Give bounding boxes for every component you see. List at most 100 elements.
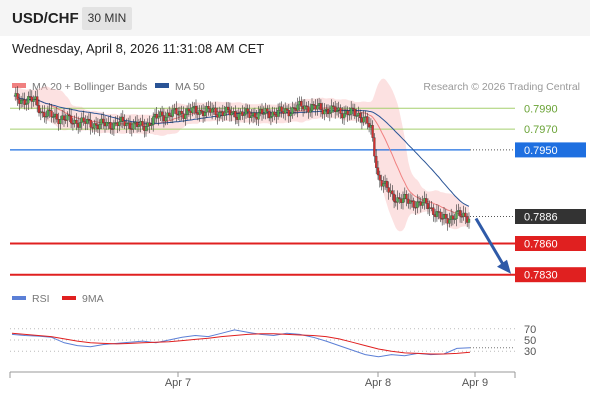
candle-body xyxy=(292,107,296,109)
rsi-ma9-line xyxy=(11,332,471,355)
candle-body xyxy=(421,202,424,206)
candle-body xyxy=(184,114,187,119)
candle-body xyxy=(46,109,50,117)
rsi-tick-label: 30 xyxy=(524,346,536,358)
candle-body xyxy=(180,110,183,114)
candle-body xyxy=(125,123,128,127)
candle-body xyxy=(387,187,390,193)
candle-body xyxy=(52,116,55,118)
ma9-legend-label: 9MA xyxy=(82,293,104,305)
candle-body xyxy=(203,112,207,116)
candle-body xyxy=(382,183,385,187)
candle-body xyxy=(273,111,276,115)
ma20-legend-label: MA 20 + Bollinger Bands xyxy=(32,81,147,93)
candle-body xyxy=(362,117,365,123)
candle-body xyxy=(187,108,191,112)
candle-body xyxy=(246,108,249,112)
candle-body xyxy=(32,99,35,102)
candle-body xyxy=(41,111,44,113)
candle-body xyxy=(416,201,419,208)
rsi-legend-swatch xyxy=(12,296,26,300)
candle-body xyxy=(339,107,342,114)
level-tag xyxy=(515,236,586,251)
candle-body xyxy=(451,215,455,220)
candle-body xyxy=(280,106,283,112)
candle-body xyxy=(351,107,355,110)
candle-body xyxy=(455,211,458,220)
candle-body xyxy=(214,107,217,115)
candle-body xyxy=(326,108,330,115)
candle-body xyxy=(55,113,58,120)
candle-body xyxy=(230,112,233,116)
candle-body xyxy=(285,108,289,111)
candle-body xyxy=(300,101,303,107)
candle-body xyxy=(371,125,374,138)
level-label: 0.7970 xyxy=(524,124,558,136)
candle-body xyxy=(359,112,362,119)
candle-body xyxy=(335,110,339,113)
candle-body xyxy=(366,116,369,124)
candle-body xyxy=(355,115,358,117)
candle-body xyxy=(160,111,164,116)
level-label: 0.7950 xyxy=(524,145,558,157)
candle-body xyxy=(305,105,308,107)
candle-body xyxy=(23,99,26,105)
candle-body xyxy=(94,123,98,126)
candle-body xyxy=(334,106,337,113)
candle-body xyxy=(391,190,394,195)
candle-body xyxy=(144,126,148,131)
candle-body xyxy=(250,115,253,118)
candle-body xyxy=(75,119,78,124)
level-label: 0.7860 xyxy=(524,239,558,251)
candle-body xyxy=(48,109,51,112)
candle-body xyxy=(441,218,444,220)
candle-body xyxy=(426,203,430,210)
candle-body xyxy=(128,122,132,129)
forecast-arrow-head xyxy=(497,259,511,274)
candle-body xyxy=(218,112,221,118)
candle-body xyxy=(152,116,155,126)
level-tag xyxy=(515,142,586,158)
candle-body xyxy=(444,214,447,219)
candle-body xyxy=(200,109,203,112)
candle-body xyxy=(171,109,174,117)
candle-body xyxy=(425,198,428,204)
candle-body xyxy=(223,112,226,116)
candle-body xyxy=(408,200,412,204)
candle-body xyxy=(148,122,151,126)
candle-body xyxy=(262,113,265,115)
ma20-legend-swatch xyxy=(12,83,26,88)
candle-body xyxy=(185,108,189,115)
candle-body xyxy=(332,105,335,107)
bollinger-band xyxy=(14,78,469,232)
candle-body xyxy=(168,112,171,116)
candle-body xyxy=(243,113,246,116)
candle-body xyxy=(373,137,376,157)
candle-body xyxy=(319,103,323,110)
candle-body xyxy=(342,113,346,119)
candle-body xyxy=(464,212,467,218)
candle-body xyxy=(448,219,451,224)
level-tag xyxy=(515,267,586,283)
candle-body xyxy=(37,105,41,114)
candle-body xyxy=(44,116,48,118)
candle-body xyxy=(353,108,356,116)
candle-body xyxy=(118,121,121,126)
candle-body xyxy=(432,207,435,215)
chart-datetime: Wednesday, April 8, 2026 11:31:08 AM CET xyxy=(12,41,265,56)
candle-body xyxy=(135,121,139,127)
candle-body xyxy=(241,111,244,116)
timeframe-button[interactable]: 30 MIN xyxy=(82,7,132,30)
candle-body xyxy=(66,114,69,121)
candle-body xyxy=(19,99,23,104)
candle-body xyxy=(225,106,228,114)
forecast-arrow-shaft xyxy=(474,217,507,269)
candle-body xyxy=(268,111,271,119)
candle-body xyxy=(157,116,160,119)
candle-body xyxy=(350,107,353,115)
candle-body xyxy=(467,218,471,223)
level-label: 0.7990 xyxy=(524,103,558,115)
candle-body xyxy=(198,109,201,115)
